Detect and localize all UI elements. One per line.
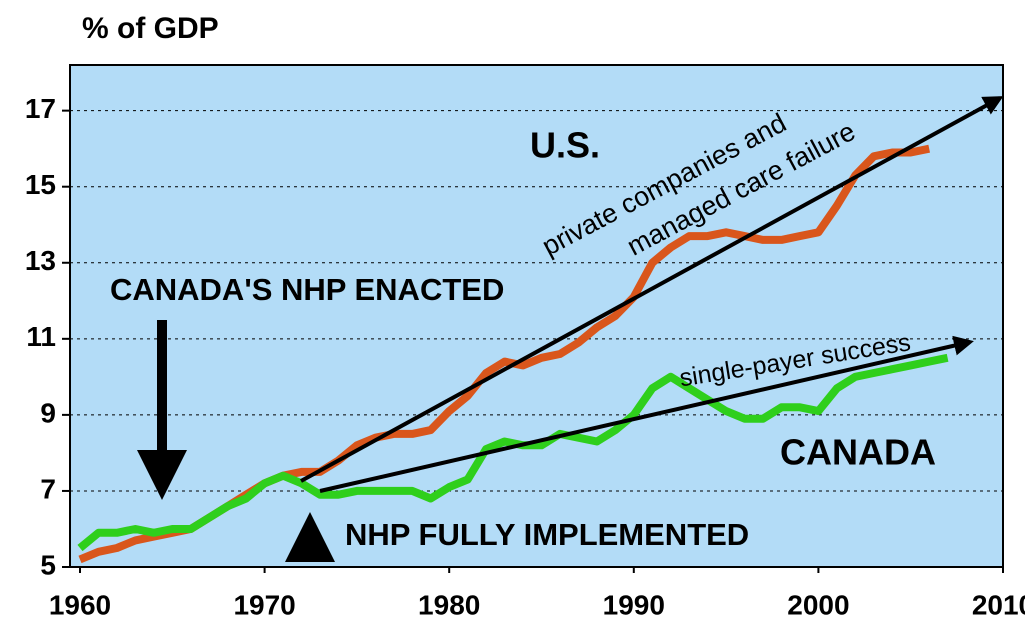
y-tick-label: 13 — [25, 245, 56, 276]
plot-area — [69, 64, 1004, 568]
y-tick-label: 9 — [40, 397, 56, 428]
y-tick-label: 11 — [26, 321, 56, 352]
x-tick-label: 1960 — [49, 589, 111, 620]
annotation: NHP FULLY IMPLEMENTED — [345, 517, 749, 552]
y-tick-label: 5 — [40, 549, 56, 580]
x-tick-label: 1970 — [233, 589, 295, 620]
y-axis-label: % of GDP — [82, 12, 219, 45]
annotation: CANADA'S NHP ENACTED — [110, 272, 504, 307]
y-tick-label: 17 — [25, 93, 56, 124]
trend-arrow — [300, 96, 1004, 483]
series-label: CANADA — [780, 432, 936, 473]
x-tick-label: 1990 — [603, 589, 665, 620]
x-tick-label: 1980 — [418, 589, 480, 620]
series-line — [77, 353, 949, 552]
y-tick-label: 7 — [40, 473, 56, 504]
y-tick-label: 15 — [25, 169, 56, 200]
x-tick-label: 2010 — [972, 589, 1025, 620]
trend-arrow — [319, 335, 974, 493]
series-label: U.S. — [530, 125, 600, 166]
x-tick-label: 2000 — [787, 589, 849, 620]
